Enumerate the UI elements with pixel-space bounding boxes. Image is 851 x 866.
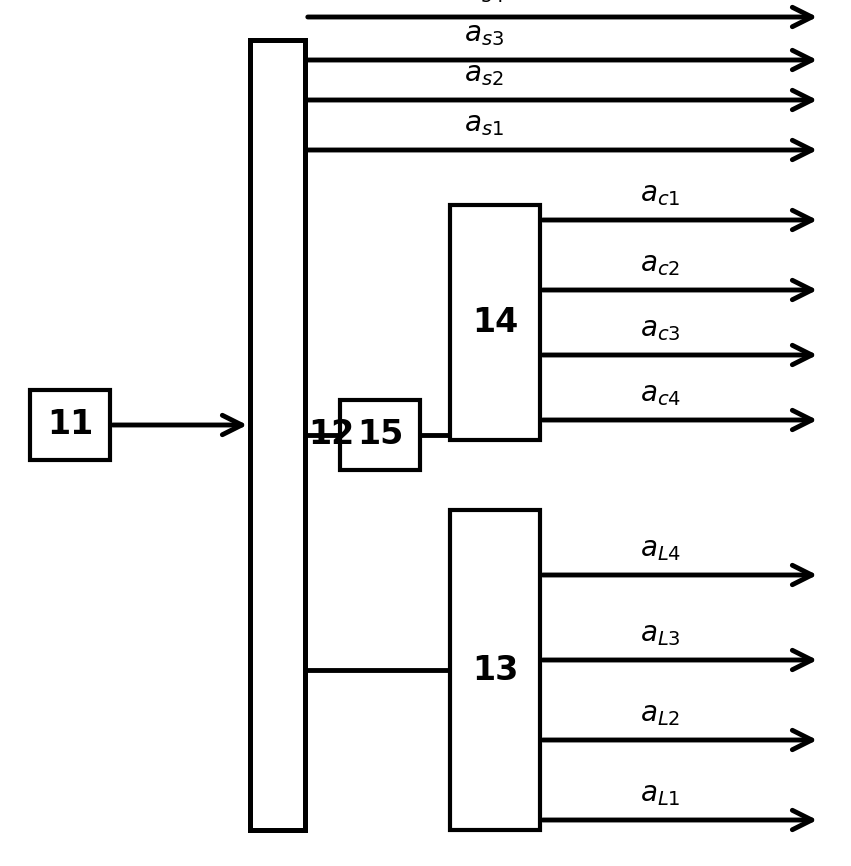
Text: $a_{L2}$: $a_{L2}$	[640, 700, 680, 728]
Text: 11: 11	[47, 409, 93, 442]
Text: $a_{s1}$: $a_{s1}$	[464, 110, 504, 138]
Text: $a_{c2}$: $a_{c2}$	[640, 250, 680, 278]
Text: $a_{L4}$: $a_{L4}$	[640, 535, 681, 563]
Text: $a_{L3}$: $a_{L3}$	[640, 620, 681, 648]
Text: $a_{c1}$: $a_{c1}$	[640, 180, 680, 208]
Text: $a_{c4}$: $a_{c4}$	[640, 380, 681, 408]
Text: $a_{s3}$: $a_{s3}$	[464, 20, 504, 48]
Text: $a_{c3}$: $a_{c3}$	[640, 315, 681, 343]
Bar	[450, 205, 540, 440]
Bar	[30, 390, 110, 460]
Text: 13: 13	[471, 654, 518, 687]
Bar	[340, 400, 420, 470]
Text: $a_{s4}$: $a_{s4}$	[464, 0, 504, 5]
Bar	[250, 40, 305, 830]
Text: $a_{s2}$: $a_{s2}$	[464, 60, 503, 88]
Text: 15: 15	[357, 418, 403, 451]
Bar	[450, 510, 540, 830]
Text: $a_{L1}$: $a_{L1}$	[640, 780, 681, 808]
Text: 14: 14	[471, 306, 518, 339]
Text: 12: 12	[308, 418, 354, 451]
